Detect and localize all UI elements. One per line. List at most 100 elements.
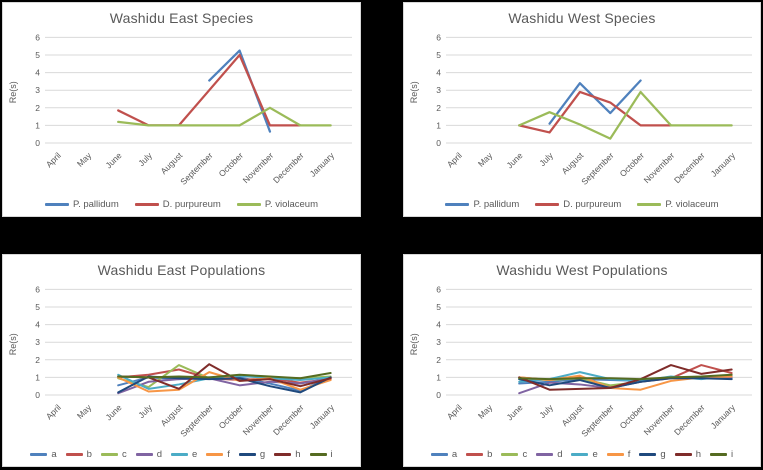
- svg-text:3: 3: [436, 85, 441, 95]
- legend-line-swatch: [65, 453, 83, 456]
- legend-item: h: [674, 449, 701, 460]
- legend-item: a: [30, 449, 57, 460]
- legend-line-swatch: [236, 203, 261, 206]
- legend-label: P. violaceum: [665, 199, 719, 210]
- svg-text:0: 0: [436, 138, 441, 148]
- legend-line-swatch: [466, 453, 484, 456]
- svg-text:4: 4: [436, 68, 441, 78]
- svg-text:July: July: [136, 402, 154, 420]
- legend-item: P. violaceum: [637, 199, 719, 210]
- legend-line-swatch: [536, 453, 554, 456]
- svg-text:October: October: [618, 402, 647, 431]
- svg-text:6: 6: [35, 32, 40, 42]
- legend-item: D. purpureum: [134, 199, 221, 210]
- svg-text:May: May: [476, 402, 495, 421]
- chart-legend: P. pallidum D. purpureum P. violaceum: [3, 199, 360, 210]
- gridlines: 0 1 2 3 4 5 6: [35, 32, 352, 148]
- svg-text:October: October: [217, 150, 246, 179]
- svg-text:April: April: [44, 150, 63, 169]
- chart-washidu-east-species: 0 1 2 3 4 5 6 April May June July August September Oc…: [2, 2, 361, 217]
- svg-text:November: November: [642, 402, 677, 437]
- legend-item: b: [466, 449, 492, 460]
- svg-text:3: 3: [35, 337, 40, 347]
- legend-item: D. purpureum: [535, 199, 621, 210]
- svg-text:6: 6: [436, 32, 441, 42]
- legend-line-swatch: [134, 203, 159, 206]
- legend-line-swatch: [170, 453, 188, 456]
- legend-item: d: [536, 449, 562, 460]
- series-line-g: [518, 377, 733, 389]
- svg-text:January: January: [709, 402, 738, 431]
- legend-item: d: [135, 449, 162, 460]
- legend-label: c: [522, 449, 528, 460]
- legend-line-swatch: [639, 453, 657, 456]
- svg-text:August: August: [159, 150, 185, 176]
- legend-label: d: [156, 449, 162, 460]
- chart-title: Washidu East Species: [109, 10, 254, 26]
- svg-text:June: June: [104, 150, 124, 170]
- legend-label: a: [51, 449, 57, 460]
- svg-text:January: January: [709, 150, 738, 179]
- legend-label: c: [121, 449, 127, 460]
- svg-text:September: September: [178, 402, 215, 439]
- svg-text:2: 2: [436, 103, 441, 113]
- legend-item: P. violaceum: [236, 199, 318, 210]
- legend-line-swatch: [674, 453, 692, 456]
- svg-text:April: April: [44, 402, 63, 421]
- legend-line-swatch: [274, 453, 292, 456]
- svg-text:September: September: [579, 402, 616, 439]
- chart-title: Washidu West Species: [508, 10, 656, 26]
- svg-text:4: 4: [35, 68, 40, 78]
- legend-line-swatch: [309, 453, 327, 456]
- series-line-d: [117, 377, 332, 395]
- legend-item: c: [501, 449, 527, 460]
- legend-line-swatch: [535, 203, 560, 206]
- legend-line-swatch: [445, 203, 470, 206]
- svg-text:1: 1: [35, 120, 40, 130]
- svg-text:January: January: [308, 150, 337, 179]
- legend-item: b: [65, 449, 92, 460]
- legend-label: f: [627, 449, 631, 460]
- legend-item: P. pallidum: [445, 199, 519, 210]
- svg-text:November: November: [241, 150, 276, 185]
- legend-item: h: [274, 449, 301, 460]
- svg-text:November: November: [241, 402, 276, 437]
- series-line-d--purpureum: [518, 90, 673, 134]
- y-axis-title: Re(s): [409, 81, 419, 103]
- y-axis-title: Re(s): [409, 333, 419, 355]
- svg-text:November: November: [642, 150, 677, 185]
- gridlines: 0 1 2 3 4 5 6: [436, 284, 752, 400]
- svg-text:May: May: [75, 150, 94, 169]
- legend-line-swatch: [135, 453, 153, 456]
- svg-text:December: December: [271, 150, 306, 185]
- svg-text:December: December: [672, 402, 707, 437]
- svg-text:6: 6: [436, 284, 441, 294]
- svg-text:0: 0: [35, 138, 40, 148]
- legend-line-swatch: [238, 453, 256, 456]
- legend-line-swatch: [637, 203, 662, 206]
- series-line-i: [117, 372, 332, 380]
- svg-text:1: 1: [35, 372, 40, 382]
- svg-text:May: May: [75, 402, 94, 421]
- legend-label: b: [487, 449, 493, 460]
- svg-text:4: 4: [436, 320, 441, 330]
- legend-label: d: [557, 449, 563, 460]
- legend-label: e: [191, 449, 198, 460]
- svg-text:May: May: [476, 150, 495, 169]
- legend-line-swatch: [710, 453, 728, 456]
- legend-label: b: [86, 449, 92, 460]
- legend-label: e: [592, 449, 598, 460]
- chart-title: Washidu East Populations: [97, 262, 266, 278]
- legend-label: i: [330, 449, 333, 460]
- chart-legend: a b c d e f g h i: [404, 449, 760, 460]
- legend-item: e: [571, 449, 598, 460]
- chart-legend: a b c d e f g h i: [3, 449, 360, 460]
- svg-text:5: 5: [436, 50, 441, 60]
